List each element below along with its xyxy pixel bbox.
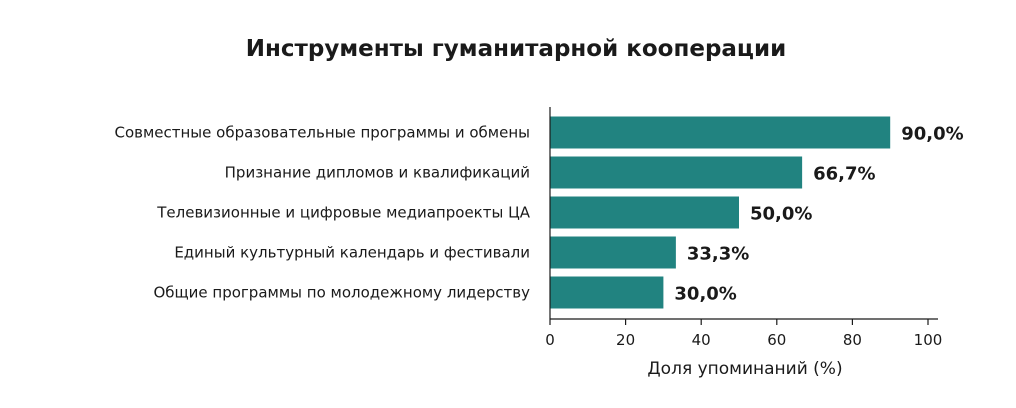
bar — [550, 276, 664, 309]
x-tick-label: 100 — [914, 331, 943, 349]
bars-group: Совместные образовательные программы и о… — [114, 116, 964, 309]
value-label: 90,0% — [901, 124, 963, 145]
category-label: Совместные образовательные программы и о… — [114, 124, 530, 142]
category-label: Общие программы по молодежному лидерству — [153, 284, 530, 302]
bar — [550, 236, 676, 269]
bar — [550, 116, 891, 149]
bar — [550, 156, 803, 189]
x-tick-label: 0 — [545, 331, 555, 349]
value-label: 30,0% — [674, 284, 736, 305]
chart-title: Инструменты гуманитарной кооперации — [245, 36, 787, 62]
value-label: 50,0% — [750, 204, 812, 225]
x-tick-label: 40 — [692, 331, 711, 349]
x-axis-title: Доля упоминаний (%) — [647, 359, 842, 379]
bar — [550, 196, 739, 229]
value-label: 66,7% — [813, 164, 875, 185]
x-tick-label: 60 — [767, 331, 786, 349]
value-label: 33,3% — [687, 244, 749, 265]
axes-group: 0 20 40 60 80 100 — [545, 107, 942, 349]
x-tick-label: 20 — [616, 331, 635, 349]
category-label: Телевизионные и цифровые медиапроекты ЦА — [156, 204, 530, 222]
x-tick-label: 80 — [843, 331, 862, 349]
category-label: Признание дипломов и квалификаций — [225, 164, 530, 182]
category-label: Единый культурный календарь и фестивали — [174, 244, 530, 262]
